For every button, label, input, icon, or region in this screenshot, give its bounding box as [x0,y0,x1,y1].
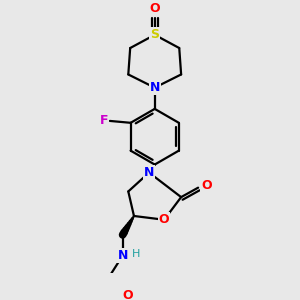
Text: N: N [118,249,128,262]
Text: O: O [122,289,133,300]
Text: O: O [159,213,170,226]
Text: O: O [149,2,160,15]
Text: N: N [144,166,154,179]
Text: O: O [201,179,212,192]
Text: F: F [100,114,108,128]
Text: N: N [149,81,160,94]
Text: H: H [132,249,140,259]
Text: S: S [150,28,159,41]
